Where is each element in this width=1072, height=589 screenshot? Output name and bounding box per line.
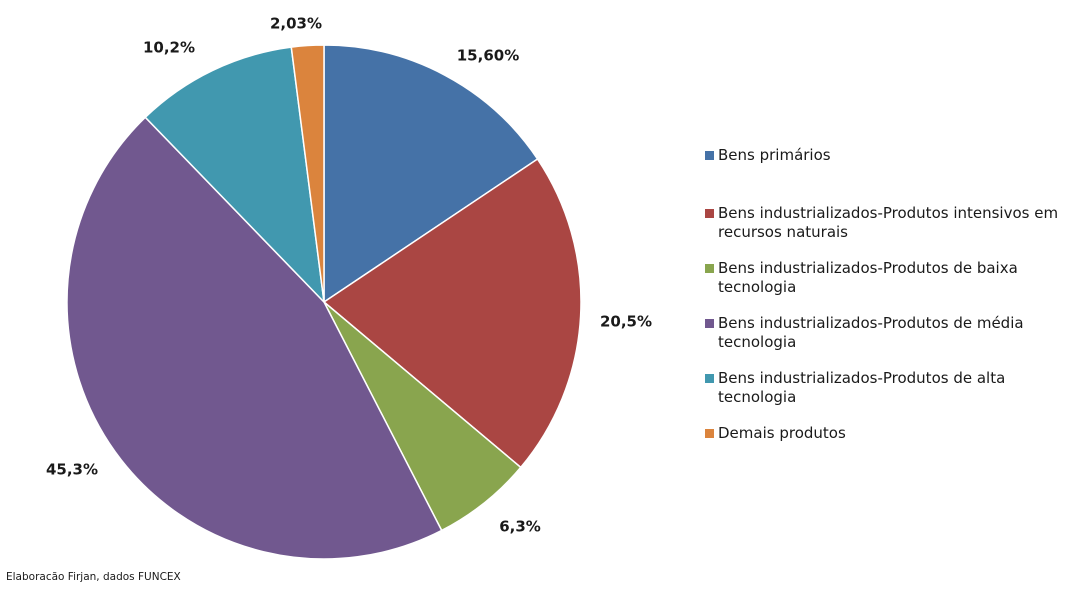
legend-label: Bens industrializados-Produtos de média … xyxy=(718,314,1024,351)
legend-swatch xyxy=(705,209,714,218)
slice-data-label: 2,03% xyxy=(270,15,322,33)
legend-item: Bens industrializados-Produtos de baixa … xyxy=(705,259,1065,297)
legend-label: Bens primários xyxy=(718,146,831,164)
legend-label: Bens industrializados-Produtos de baixa … xyxy=(718,259,1018,296)
legend-item: Bens primários xyxy=(705,146,1065,165)
legend-item: Bens industrializados-Produtos de alta t… xyxy=(705,369,1065,407)
slice-data-label: 20,5% xyxy=(600,313,652,331)
pie-data-labels: 15,60% 20,5% 6,3% 45,3% 10,2% 2,03% xyxy=(46,15,652,536)
slice-data-label: 6,3% xyxy=(499,518,541,536)
legend-label: Bens industrializados-Produtos de alta t… xyxy=(718,369,1006,406)
legend-label: Bens industrializados-Produtos intensivo… xyxy=(718,204,1059,241)
slice-data-label: 15,60% xyxy=(457,47,519,65)
legend-swatch xyxy=(705,151,714,160)
slice-data-label: 10,2% xyxy=(143,39,195,57)
pie-slice xyxy=(290,44,325,303)
legend-item: Bens industrializados-Produtos intensivo… xyxy=(705,204,1065,242)
legend-label: Demais produtos xyxy=(718,424,846,442)
pie-slice xyxy=(323,44,539,304)
pie-slice xyxy=(66,116,443,560)
legend-item: Bens industrializados-Produtos de média … xyxy=(705,314,1065,352)
legend-swatch xyxy=(705,319,714,328)
pie-slice xyxy=(322,157,582,469)
source-note: Elaboracão Firjan, dados FUNCEX xyxy=(6,571,181,583)
legend-swatch xyxy=(705,264,714,273)
pie-slice xyxy=(144,46,326,305)
slice-data-label: 45,3% xyxy=(46,461,98,479)
legend-swatch xyxy=(705,429,714,438)
pie-slices xyxy=(66,44,582,560)
legend-swatch xyxy=(705,374,714,383)
legend-item: Demais produtos xyxy=(705,424,1065,443)
